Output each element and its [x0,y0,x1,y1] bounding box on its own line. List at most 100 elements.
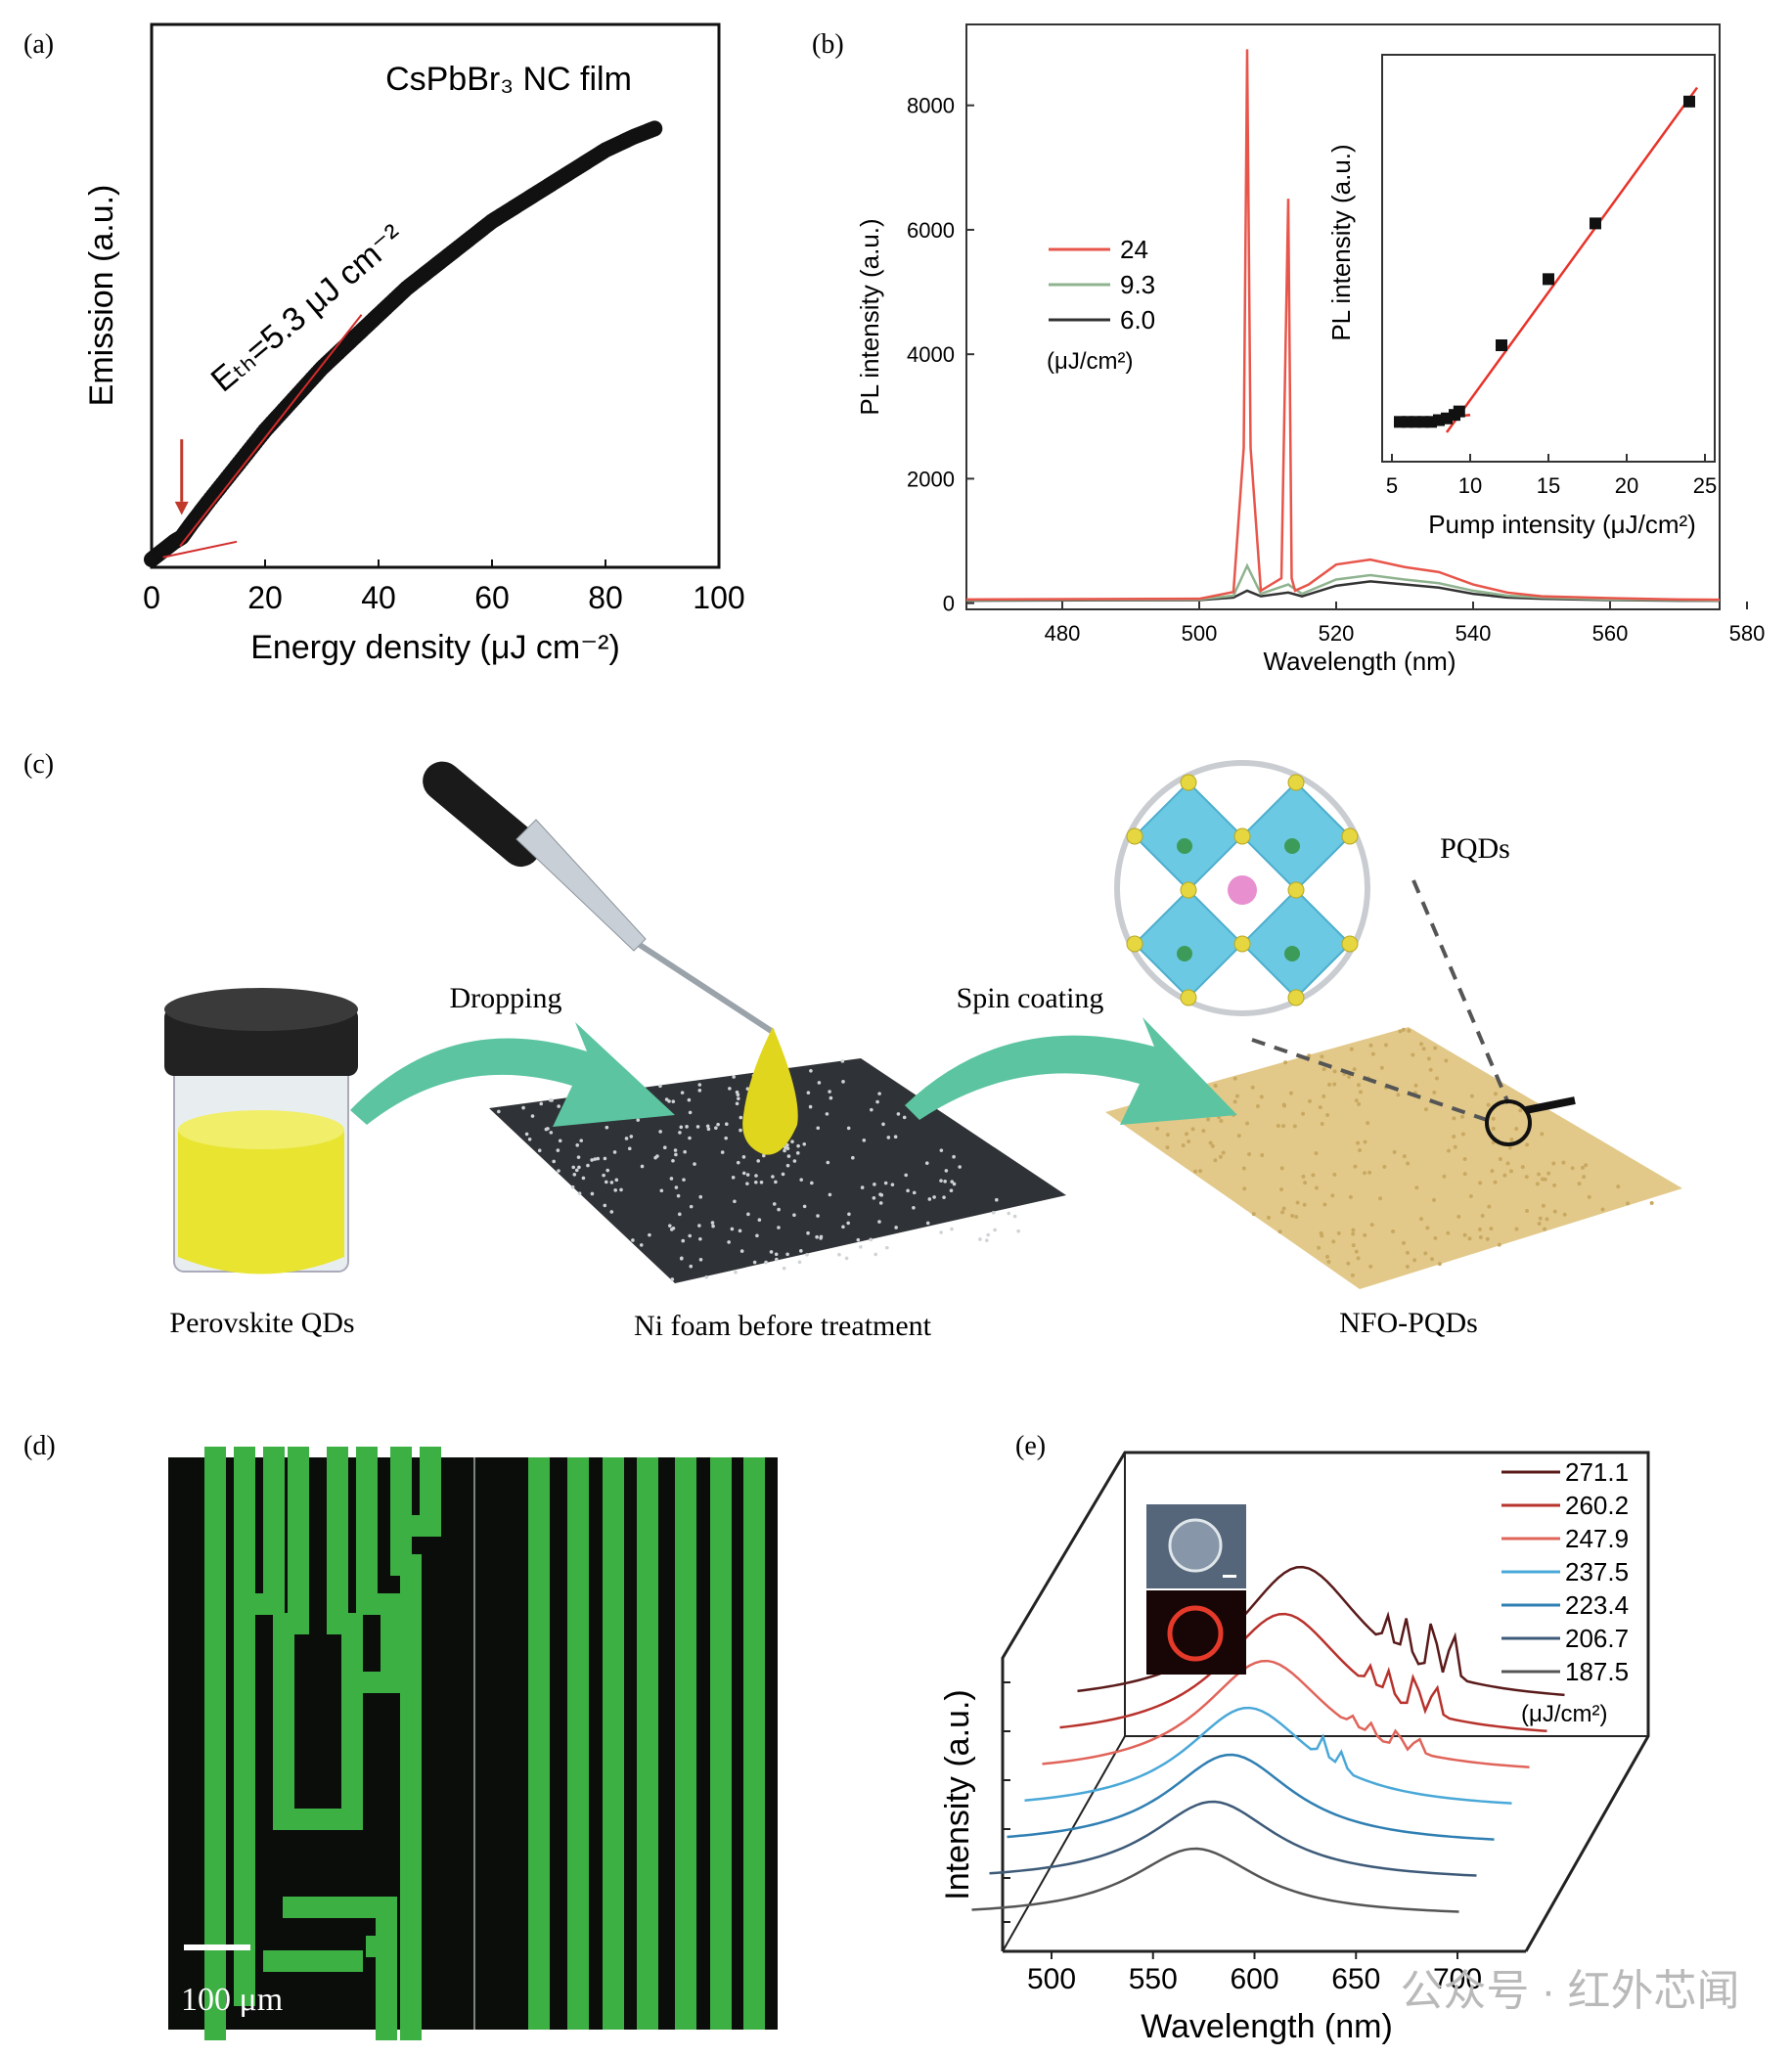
ni-foam-speck [724,1136,728,1140]
ni-foam-speck [792,1159,797,1163]
ni-foam-speck [711,1224,715,1229]
coated-foam-speck [1405,1264,1410,1269]
ni-foam-speck [755,1233,759,1238]
ni-foam-speck [885,1245,889,1250]
ni-foam-speck [877,1220,881,1224]
coated-foam-speck [1525,1142,1530,1147]
chart-a-x-tick-label: 100 [693,580,744,615]
ni-foam-speck [785,1163,790,1168]
ni-foam-speck [698,1237,702,1241]
coated-foam-speck [1430,1257,1435,1262]
chart-a-x-tick-label: 40 [361,580,396,615]
ni-foam-speck [958,1165,962,1169]
coated-foam-speck [1363,1140,1367,1144]
coated-foam-speck [1520,1165,1525,1170]
ni-foam-speck [872,1196,876,1200]
dropper-barrel [515,819,647,952]
ni-foam-speck [544,1127,549,1132]
chart-e-x-tick-label: 500 [1027,1963,1076,1995]
coated-foam-speck [1332,1082,1337,1087]
ni-foam-speck [604,1180,608,1184]
ni-foam-speck [1007,1211,1011,1216]
chart-b-frame [965,23,1721,610]
ni-foam-speck [806,1091,811,1095]
ni-foam-speck [679,1125,684,1130]
label-dropping: Dropping [450,982,562,1014]
ni-foam-speck [825,1112,829,1116]
coated-foam-speck [1251,1212,1256,1217]
inset-microdisk [1168,1518,1223,1573]
ni-foam-speck [896,1112,901,1116]
ni-foam-speck [860,1185,865,1189]
coated-foam-speck [1584,1163,1589,1168]
ni-foam-speck [734,1270,738,1274]
panel-a-letter: (a) [23,29,54,60]
micrograph-d: 100 μm [168,1447,778,2040]
coated-foam-speck [1383,1043,1388,1048]
ni-foam-speck [752,1260,757,1265]
chart-a-frame [150,22,721,569]
coated-foam-speck [1346,1261,1351,1266]
coated-foam-speck [1426,1056,1431,1061]
chart-e-x-tick-label: 600 [1230,1963,1278,1995]
chart-a-fit-below [162,540,238,559]
ni-foam-speck [828,1192,832,1197]
ni-foam-speck [648,1232,651,1237]
ni-foam-speck [571,1165,576,1170]
coated-foam-speck [1165,1133,1170,1138]
ni-foam-speck [925,1221,930,1226]
coated-foam-speck [1460,1132,1465,1137]
ni-foam-speck [826,1160,830,1165]
ni-foam-speck [991,1210,996,1215]
ni-foam-speck [846,1221,850,1226]
coated-foam-speck [1336,1230,1341,1235]
x-site-atom [1180,881,1197,899]
coated-foam-speck [1280,1210,1285,1215]
chart-b-inset-point [1453,405,1465,418]
zoom-line-1 [1251,1038,1488,1122]
ni-foam-speck [689,1204,694,1209]
arrow-dropping [350,1022,675,1127]
ni-foam-speck [741,1171,746,1176]
ni-foam-speck [609,1181,614,1184]
ni-foam-speck [952,1182,957,1186]
ni-foam-speck [815,1234,819,1239]
coated-foam-speck [1514,1126,1519,1131]
ni-foam-speck [939,1148,944,1152]
coated-foam-speck [1423,1107,1428,1112]
coated-foam-speck [1414,1185,1419,1190]
ni-foam-speck [797,1260,802,1265]
coated-foam-speck [1480,1214,1485,1219]
coated-foam-speck [1551,1161,1556,1166]
ni-foam-speck [809,1068,813,1073]
ni-foam-speck [904,1173,909,1178]
x-site-atom [1287,881,1305,899]
chart-b-inset-ylabel: PL intensity (a.u.) [1326,144,1356,340]
ni-foam-speck [784,1145,787,1150]
ni-foam-speck [741,1155,746,1159]
chart-e-legend-unit: (μJ/cm²) [1521,1701,1607,1727]
ni-foam-speck [524,1132,529,1137]
ni-foam-speck [782,1266,786,1271]
ni-foam-speck [680,1091,685,1095]
coated-foam-speck [1357,1101,1362,1106]
coated-foam-speck [1405,1250,1410,1255]
coated-foam-speck [1540,1132,1545,1137]
ni-foam-speck [688,1233,693,1238]
coated-foam-speck [1354,1249,1359,1254]
ni-foam-speck [943,1180,947,1184]
coated-foam-speck [1292,1124,1297,1129]
coated-foam-speck [1401,1027,1406,1032]
ni-foam-speck [698,1257,703,1262]
coated-foam-speck [1462,1156,1467,1161]
chart-b-inset-x-tick-label: 15 [1537,473,1560,498]
ni-foam-speck [746,1212,750,1217]
chart-a-xlabel: Energy density (μJ cm⁻²) [250,629,620,666]
ni-foam-speck [596,1156,601,1161]
ni-foam-speck [639,1243,644,1247]
vial [164,988,358,1274]
coated-foam-speck [1545,1217,1549,1222]
coated-foam-speck [1468,1194,1473,1199]
ni-foam-speck [678,1212,682,1217]
coated-foam-speck [1247,1151,1252,1156]
